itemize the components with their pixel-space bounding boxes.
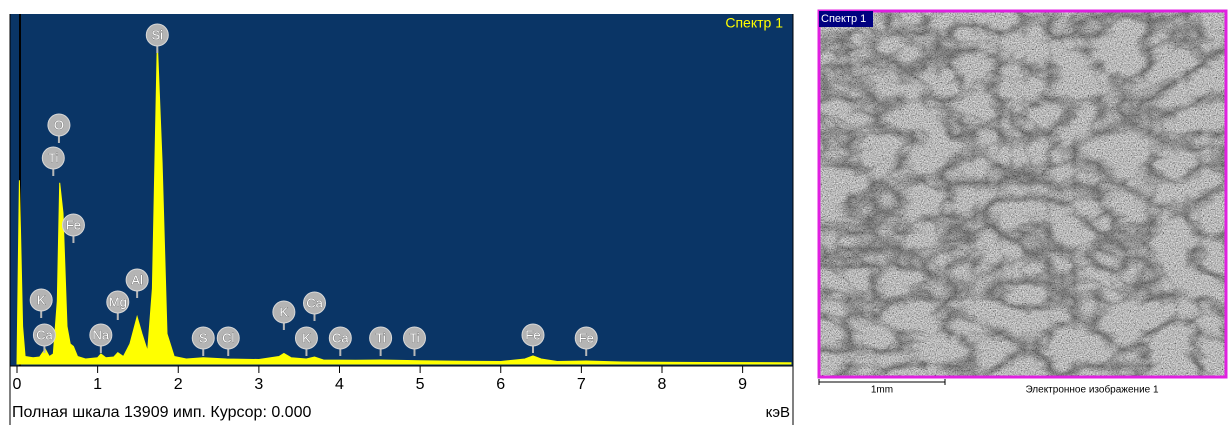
element-label: K (280, 304, 289, 319)
element-label: Ti (409, 330, 419, 345)
element-label: Ca (332, 330, 349, 345)
x-tick-label: 9 (738, 376, 747, 393)
x-tick-label: 6 (496, 376, 505, 393)
spectrum-title: Спектр 1 (725, 15, 783, 31)
element-label: Fe (66, 217, 81, 232)
scale-bar-label: 1mm (871, 385, 893, 396)
x-tick-label: 0 (13, 376, 22, 393)
image-shading (819, 11, 1226, 377)
x-tick-label: 2 (174, 376, 183, 393)
image-label: Спектр 1 (821, 13, 866, 25)
status-text: Полная шкала 13909 имп. Курсор: 0.000 (12, 404, 311, 421)
x-tick-label: 1 (93, 376, 102, 393)
element-label: Ti (48, 150, 58, 165)
x-tick-label: 3 (254, 376, 263, 393)
screen: Спектр 1 Полная шкала 13909 имп. Курсор:… (0, 0, 1228, 427)
element-label: Ti (375, 330, 385, 345)
element-label: Na (93, 327, 110, 342)
element-label: Fe (579, 330, 594, 345)
element-label: S (199, 330, 208, 345)
x-tick-label: 4 (335, 376, 344, 393)
element-label: K (37, 292, 46, 307)
image-caption: Электронное изображение 1 (1025, 384, 1159, 396)
element-label: Ca (36, 327, 53, 342)
element-label: Al (131, 272, 143, 287)
element-label: Mg (109, 294, 127, 309)
x-tick-label: 7 (577, 376, 586, 393)
element-label: Ca (306, 295, 323, 310)
element-label: K (302, 330, 311, 345)
element-label: Cl (222, 330, 234, 345)
x-tick-label: 8 (658, 376, 667, 393)
x-axis-label: кэВ (766, 404, 790, 421)
x-tick-label: 5 (416, 376, 425, 393)
element-label: Si (152, 27, 164, 42)
page: {"chart_data": {"type": "area", "title":… (0, 0, 1228, 427)
element-label: Fe (525, 327, 540, 342)
plot-area (10, 14, 793, 366)
element-label: O (54, 117, 64, 132)
